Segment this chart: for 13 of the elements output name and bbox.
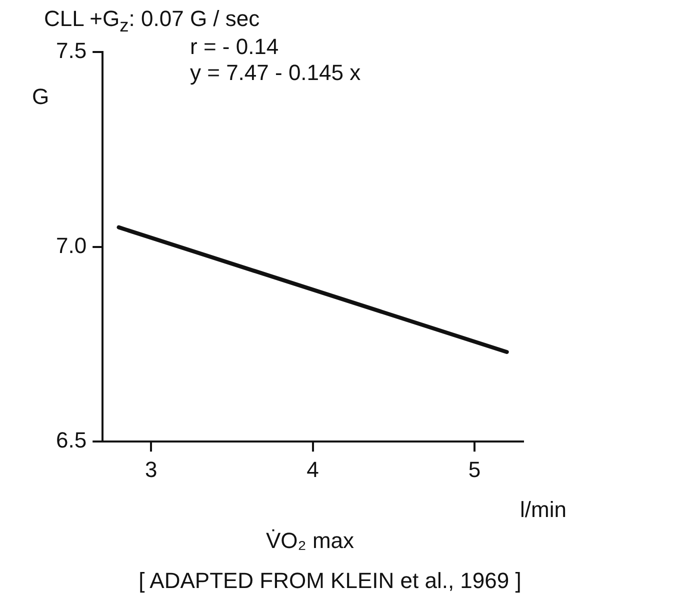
x-tick-label: 5 bbox=[468, 456, 481, 482]
x-tick-label: 3 bbox=[144, 456, 158, 482]
y-tick-label: 7.5 bbox=[56, 38, 87, 64]
x-axis-title: V̇O₂ max bbox=[266, 528, 354, 554]
y-axis-title: G bbox=[32, 84, 50, 110]
text: [ ADAPTED FROM KLEIN et al., 1969 ] bbox=[138, 568, 522, 594]
chart-title: CLL +G$_{z}$: 0.07 G / sec bbox=[44, 6, 260, 36]
x-tick-label: 4 bbox=[306, 456, 319, 482]
annotation: y = 7.47 - 0.145 x bbox=[190, 60, 361, 86]
y-tick-label: 7.0 bbox=[56, 232, 87, 258]
y-tick-label: 6.5 bbox=[56, 428, 87, 453]
annotation: r = - 0.14 bbox=[190, 34, 279, 60]
text: l/min bbox=[520, 497, 566, 523]
